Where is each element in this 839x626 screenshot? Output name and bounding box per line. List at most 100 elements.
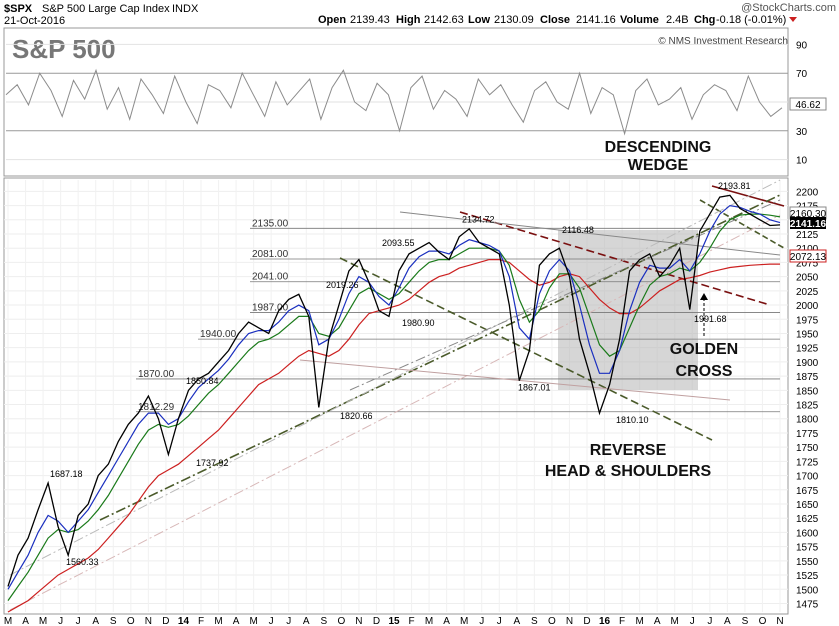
price-x-tick: D [162,616,169,626]
peak-label: 2093.55 [382,238,415,248]
trendline-rising-4 [349,199,781,391]
level-label: 1940.00 [200,329,237,340]
price-y-tick: 2025 [796,287,819,298]
annotation-golden-cross: GOLDEN [670,341,738,358]
high-value: 2142.63 [424,14,464,26]
price-series-line [7,194,781,587]
price-x-tick: O [548,616,556,626]
level-label: 2081.00 [252,249,289,260]
price-y-tick: 1600 [796,528,819,539]
price-y-tick: 1500 [796,585,819,596]
indicator-series-line [5,68,783,136]
price-y-tick: 1850 [796,386,819,397]
price-x-tick: O [759,616,767,626]
level-label: 2135.00 [252,218,289,229]
trendline-wedge-lower [699,199,785,249]
price-x-tick: S [320,616,327,626]
price-x-tick: D [583,616,590,626]
last-value-lower: 2072.13 [790,252,827,263]
volume-value: 2.4B [666,14,689,26]
price-x-tick: N [355,616,362,626]
close-value: 2141.16 [576,14,616,26]
level-label: 2041.00 [252,272,289,283]
trendline-lower-fan [299,359,731,401]
peak-label: 1737.92 [196,458,229,468]
chg-label: Chg [694,14,715,26]
price-x-tick: A [22,616,29,626]
price-x-tick: A [303,616,310,626]
indicator-y-tick: 70 [796,69,808,80]
price-x-tick: A [443,616,450,626]
chart-date: 21-Oct-2016 [4,15,65,27]
price-x-tick: M [635,616,643,626]
peak-label: 1560.33 [66,557,99,567]
price-y-tick: 1625 [796,514,819,525]
last-value-tags: 2160.30 2141.16 2072.13 [789,206,827,263]
peak-label: 1820.66 [340,411,373,421]
high-label: High [396,14,421,26]
close-label: Close [540,14,570,26]
price-y-tick: 1875 [796,372,819,383]
price-y-tick: 1675 [796,486,819,497]
price-x-tick: J [479,616,484,626]
price-y-tick: 1950 [796,329,819,340]
down-arrow-icon [789,17,797,22]
price-x-tick: A [654,616,661,626]
price-x-tick: N [566,616,573,626]
price-y-tick: 1475 [796,599,819,610]
open-value: 2139.43 [350,14,390,26]
annotation-golden-cross-2: CROSS [676,363,733,380]
peak-label: 1810.10 [616,415,649,425]
chart-watermark: @StockCharts.com [741,2,836,14]
last-value-upper: 2160.30 [790,209,827,220]
moving-average-red-line [7,259,780,613]
peak-label: 1867.01 [518,383,551,393]
price-y-tick: 1975 [796,315,819,326]
price-y-tick: 2050 [796,273,819,284]
chart-name: S&P 500 Large Cap Index [42,3,170,15]
chart-exchange: INDX [172,3,199,15]
price-x-tick: J [286,616,291,626]
trendlines [9,179,785,611]
price-x-tick: M [214,616,222,626]
price-x-tick: M [671,616,679,626]
volume-label: Volume [620,14,659,26]
peak-label: 2134.72 [462,214,495,224]
price-x-tick: A [92,616,99,626]
chart-symbol: $SPX [4,3,33,15]
price-x-tick: J [76,616,81,626]
peak-label: 2193.81 [718,181,751,191]
price-x-tick: 14 [178,616,190,626]
price-x-tick: S [110,616,117,626]
peak-label: 2019.26 [326,280,359,290]
price-x-tick: M [460,616,468,626]
trendline-rising-3 [9,214,781,611]
credit: © NMS Investment Research [658,36,788,47]
price-x-tick: O [127,616,135,626]
annotation-reverse-hs-2: HEAD & SHOULDERS [545,463,712,480]
price-x-tick: M [425,616,433,626]
price-y-tick: 1825 [796,401,819,412]
price-x-tick: M [249,616,257,626]
indicator-y-tick: 30 [796,127,808,138]
logo: S&P 500 [12,34,116,64]
price-y-tick: 1650 [796,500,819,511]
price-x-tick: D [373,616,380,626]
level-label: 1812.29 [138,402,175,413]
price-x-tick: F [198,616,204,626]
annotation-descending-wedge: DESCENDING [605,139,712,156]
price-x-axis: M A M J J A S O N D 14 F M A M J J A S O N D 15 F M A M J J A S O N D 16 F M… [4,616,784,626]
price-y-tick: 2075 [796,258,819,269]
peak-label: 2116.48 [562,225,594,235]
low-value: 2130.09 [494,14,534,26]
price-x-tick: 15 [388,616,400,626]
price-x-tick: M [4,616,12,626]
price-x-tick: J [269,616,274,626]
trendline-rising-2 [9,179,781,576]
last-value-close: 2141.16 [790,219,827,230]
price-y-tick: 1750 [796,443,819,454]
annotation-descending-wedge-2: WEDGE [628,157,689,174]
trendline-declining [459,211,771,306]
price-x-tick: N [145,616,152,626]
price-x-tick: N [776,616,783,626]
